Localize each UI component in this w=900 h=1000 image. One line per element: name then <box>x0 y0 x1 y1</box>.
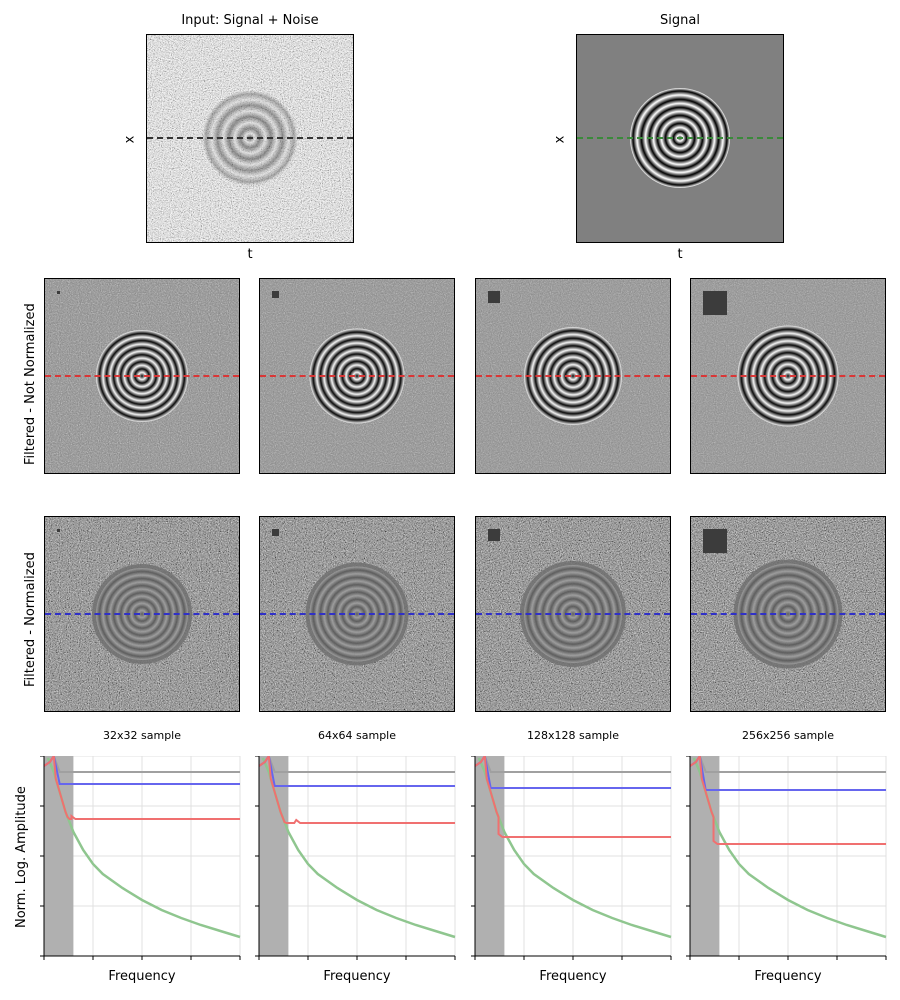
signal-panel-title: Signal <box>660 13 700 28</box>
signal-ylabel: x <box>552 135 568 144</box>
sample-patch-marker <box>57 291 60 294</box>
not-normalized-filtered-image-4 <box>690 278 886 474</box>
profile-line <box>260 375 454 377</box>
profile-line <box>691 613 885 615</box>
sample-patch-marker <box>703 291 727 315</box>
red-spectrum-line <box>474 756 671 838</box>
input-profile-line <box>147 137 353 139</box>
sample-patch-marker <box>488 529 500 541</box>
green-spectrum-line <box>261 757 456 939</box>
red-spectrum-line <box>43 756 240 820</box>
input-noise-image <box>146 34 354 243</box>
profile-line <box>260 613 454 615</box>
not-normalized-filtered-image-2 <box>259 278 455 474</box>
spectrum-xlabel-3: Frequency <box>539 969 607 984</box>
profile-line <box>476 375 670 377</box>
profile-line <box>45 375 239 377</box>
profile-line <box>476 613 670 615</box>
spectrum-title-1: 32x32 sample <box>103 729 181 742</box>
normalized-filtered-image-2 <box>259 516 455 712</box>
spectrum-ylabel: Norm. Log. Amplitude <box>14 786 29 928</box>
sample-patch-marker <box>57 529 60 532</box>
not-normalized-filtered-image-3 <box>475 278 671 474</box>
spectrum-plot-2 <box>255 756 456 960</box>
not-normalized-filtered-image-1 <box>44 278 240 474</box>
row-label-not-normalized: Filtered - Not Normalized <box>23 303 38 465</box>
row-label-normalized: Filtered - Normalized <box>23 552 38 687</box>
input-panel-title: Input: Signal + Noise <box>181 13 319 28</box>
red-spectrum-line <box>689 756 886 845</box>
input-ylabel: x <box>122 135 138 144</box>
profile-line <box>691 375 885 377</box>
signal-image <box>576 34 784 243</box>
normalized-filtered-image-3 <box>475 516 671 712</box>
normalized-filtered-image-4 <box>690 516 886 712</box>
sample-patch-marker <box>703 529 727 553</box>
green-spectrum-line <box>477 757 672 939</box>
signal-xlabel: t <box>677 247 683 262</box>
spectrum-plot-3 <box>471 756 672 960</box>
spectrum-title-2: 64x64 sample <box>318 729 396 742</box>
spectrum-plot-4 <box>686 756 887 960</box>
sample-patch-marker <box>272 529 279 536</box>
spectrum-title-4: 256x256 sample <box>742 729 834 742</box>
red-spectrum-line <box>258 756 455 824</box>
spectrum-plot-1 <box>40 756 241 960</box>
profile-line <box>45 613 239 615</box>
spectrum-xlabel-4: Frequency <box>754 969 822 984</box>
input-xlabel: t <box>247 247 253 262</box>
signal-profile-line <box>577 137 783 139</box>
sample-patch-marker <box>488 291 500 303</box>
sample-patch-marker <box>272 291 279 298</box>
spectrum-xlabel-1: Frequency <box>108 969 176 984</box>
normalized-filtered-image-1 <box>44 516 240 712</box>
spectrum-xlabel-2: Frequency <box>323 969 391 984</box>
spectrum-title-3: 128x128 sample <box>527 729 619 742</box>
green-spectrum-line <box>692 757 887 939</box>
